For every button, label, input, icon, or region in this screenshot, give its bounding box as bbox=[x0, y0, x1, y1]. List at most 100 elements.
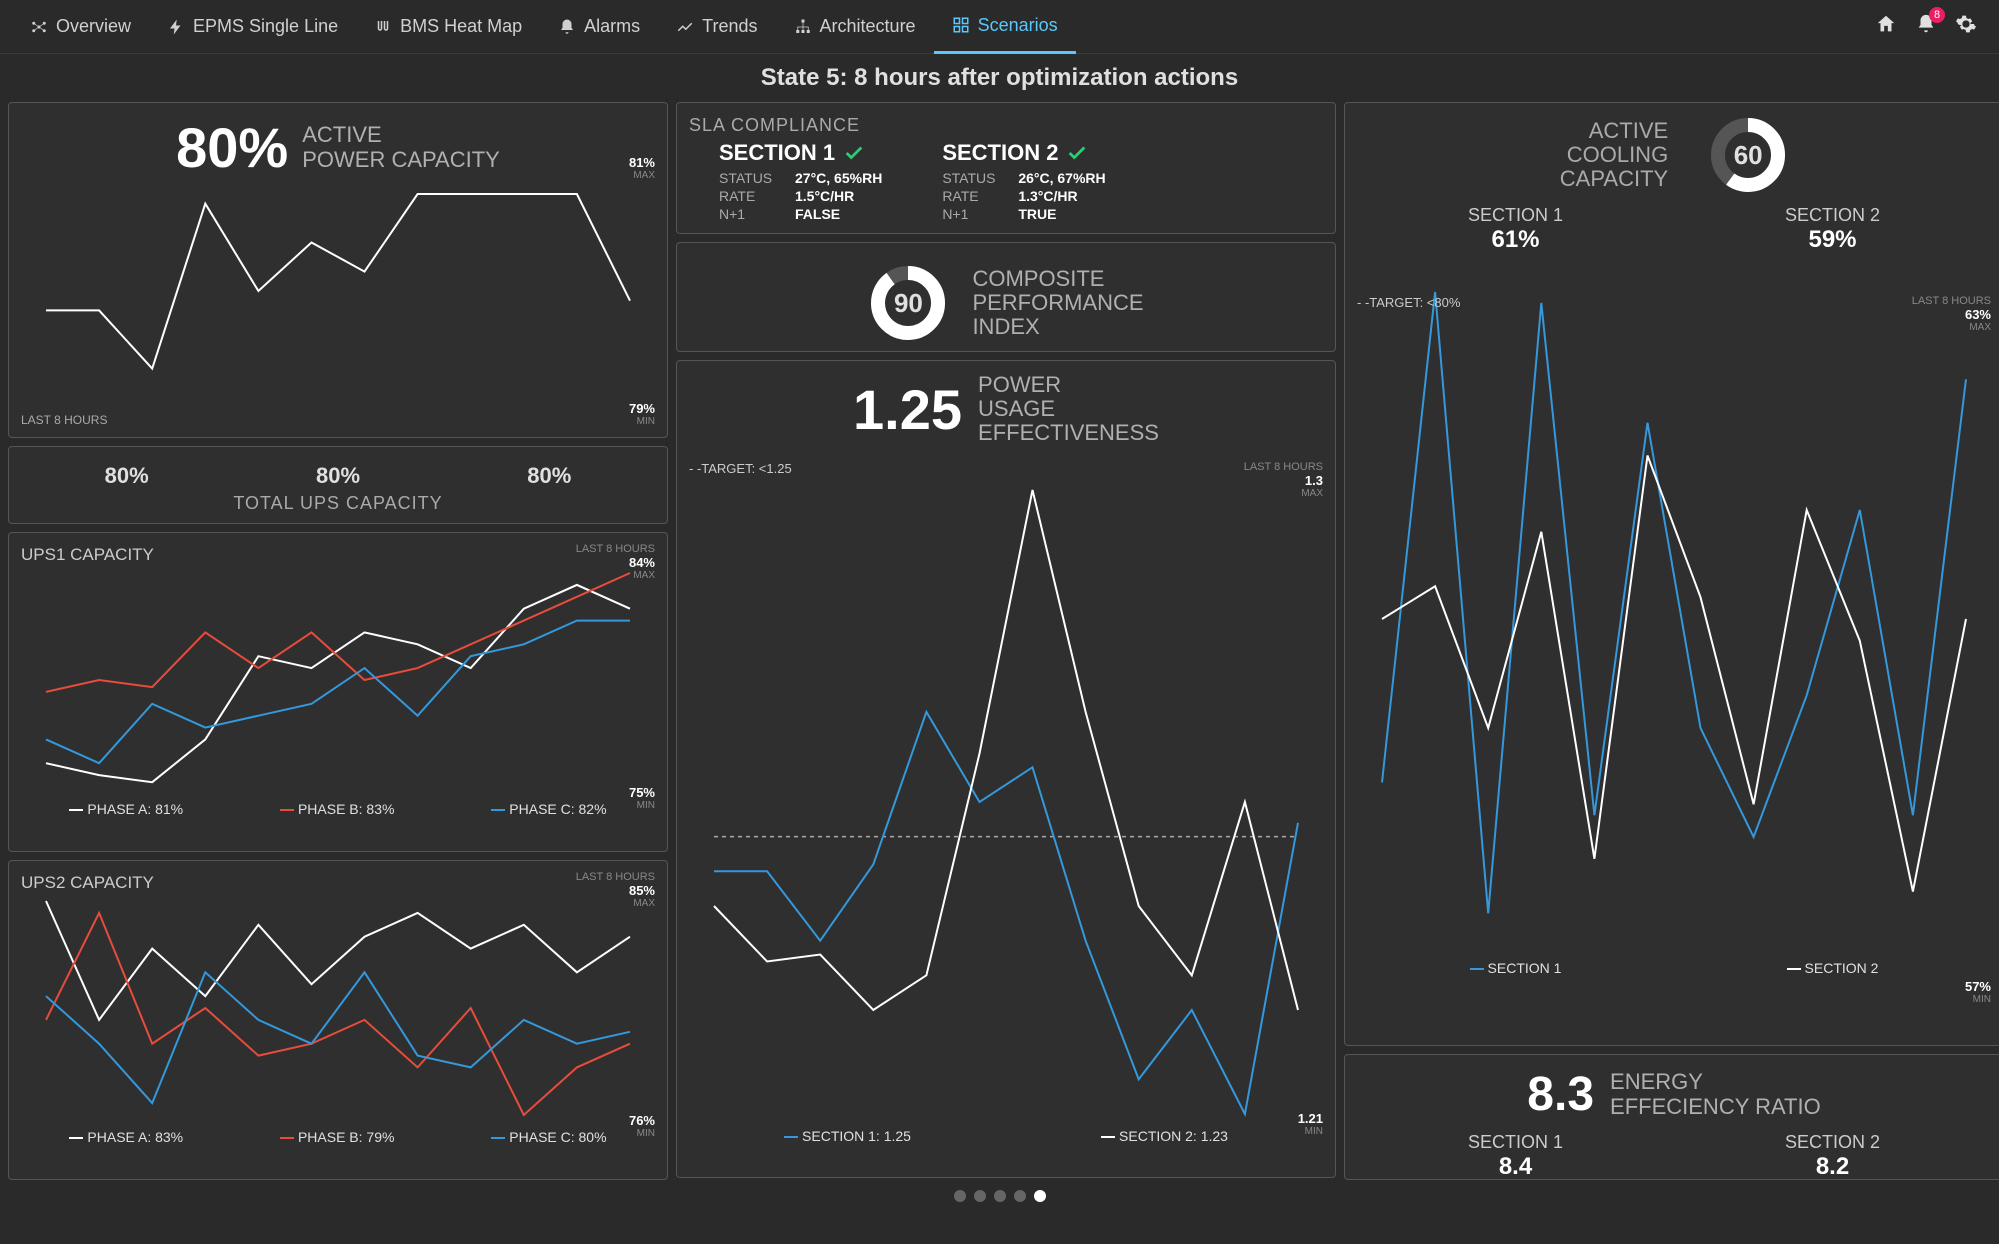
cool-s1-t: SECTION 1 bbox=[1468, 205, 1563, 226]
cpi-l1: COMPOSITE bbox=[972, 267, 1143, 291]
power-max: 81% bbox=[629, 155, 655, 170]
trend-icon bbox=[676, 18, 694, 36]
power-label-2: POWER CAPACITY bbox=[302, 148, 500, 172]
pue-l3: EFFECTIVENESS bbox=[978, 421, 1159, 445]
cpi-value: 90 bbox=[868, 263, 948, 343]
cool-s2-t: SECTION 2 bbox=[1785, 205, 1880, 226]
cool-l1: ACTIVE bbox=[1560, 119, 1668, 143]
sla-title: SLA COMPLIANCE bbox=[689, 115, 1323, 136]
pager-dot[interactable] bbox=[954, 1190, 966, 1202]
pager-dot[interactable] bbox=[974, 1190, 986, 1202]
cooling-ring: 60 bbox=[1708, 115, 1788, 195]
cool-max: 63% bbox=[1912, 307, 1991, 322]
cool-s1-v: 61% bbox=[1468, 226, 1563, 254]
card-sla: SLA COMPLIANCE SECTION 1 STATUS27°C, 65%… bbox=[676, 102, 1336, 234]
ups1-last: LAST 8 HOURS bbox=[576, 543, 655, 555]
home-icon[interactable] bbox=[1875, 13, 1897, 40]
card-pue: 1.25 POWER USAGE EFFECTIVENESS - -TARGET… bbox=[676, 360, 1336, 1178]
cool-last: LAST 8 HOURS bbox=[1912, 295, 1991, 307]
power-label-1: ACTIVE bbox=[302, 123, 500, 147]
ups2-max: 85% bbox=[576, 883, 655, 898]
eer-value: 8.3 bbox=[1527, 1067, 1594, 1122]
power-value: 80% bbox=[176, 115, 288, 180]
cool-min-u: MIN bbox=[1965, 994, 1991, 1005]
pue-leg-s1: SECTION 1: 1.25 bbox=[802, 1128, 911, 1144]
eer-s2-t: SECTION 2 bbox=[1785, 1132, 1880, 1153]
sla-k-n1: N+1 bbox=[719, 206, 789, 222]
sla-sec1-title: SECTION 1 bbox=[719, 140, 835, 166]
ups2-min-u: MIN bbox=[629, 1128, 655, 1139]
power-last: LAST 8 HOURS bbox=[21, 413, 107, 427]
cool-l3: CAPACITY bbox=[1560, 167, 1668, 191]
settings-icon[interactable] bbox=[1955, 13, 1977, 40]
grid-icon bbox=[952, 16, 970, 34]
cooling-chart bbox=[1357, 284, 1991, 954]
nav-label: Overview bbox=[56, 16, 131, 37]
ups1-max: 84% bbox=[576, 555, 655, 570]
nav-trends[interactable]: Trends bbox=[658, 0, 775, 54]
eer-l1: ENERGY bbox=[1610, 1070, 1821, 1094]
cpi-l3: INDEX bbox=[972, 315, 1143, 339]
card-ups2: UPS2 CAPACITY LAST 8 HOURS 85% MAX 76% M… bbox=[8, 860, 668, 1180]
nav-label: Alarms bbox=[584, 16, 640, 37]
pue-max: 1.3 bbox=[1244, 473, 1323, 488]
ups-total-b: 80% bbox=[316, 463, 360, 489]
notification-badge: 8 bbox=[1929, 7, 1945, 23]
nav-overview[interactable]: Overview bbox=[12, 0, 149, 54]
ups2-title: UPS2 CAPACITY bbox=[21, 873, 655, 893]
ups1-leg-c: PHASE C: 82% bbox=[509, 801, 606, 817]
cool-min: 57% bbox=[1965, 979, 1991, 994]
pue-l2: USAGE bbox=[978, 397, 1159, 421]
pager-dot[interactable] bbox=[1014, 1190, 1026, 1202]
nav-bms[interactable]: BMS Heat Map bbox=[356, 0, 540, 54]
power-min: 79% bbox=[629, 401, 655, 416]
ups1-max-u: MAX bbox=[576, 570, 655, 581]
nav-epms[interactable]: EPMS Single Line bbox=[149, 0, 356, 54]
pager-dot[interactable] bbox=[1034, 1190, 1046, 1202]
sla-sec2-title: SECTION 2 bbox=[942, 140, 1058, 166]
pue-min: 1.21 bbox=[1298, 1111, 1323, 1126]
check-icon bbox=[843, 142, 865, 164]
power-min-u: MIN bbox=[629, 416, 655, 427]
nav-architecture[interactable]: Architecture bbox=[776, 0, 934, 54]
pue-chart bbox=[689, 482, 1323, 1122]
sla-s1-status: 27°C, 65%RH bbox=[795, 170, 882, 186]
cpi-l2: PERFORMANCE bbox=[972, 291, 1143, 315]
cool-target: - -TARGET: <80% bbox=[1357, 295, 1460, 310]
pager-dot[interactable] bbox=[994, 1190, 1006, 1202]
sla-s2-status: 26°C, 67%RH bbox=[1018, 170, 1105, 186]
sla-k-rate2: RATE bbox=[942, 188, 1012, 204]
notifications-icon[interactable]: 8 bbox=[1915, 13, 1937, 40]
ups1-title: UPS1 CAPACITY bbox=[21, 545, 655, 565]
sla-k-n12: N+1 bbox=[942, 206, 1012, 222]
power-max-u: MAX bbox=[629, 170, 655, 181]
ups2-max-u: MAX bbox=[576, 898, 655, 909]
power-chart bbox=[21, 186, 655, 396]
card-cooling: ACTIVE COOLING CAPACITY 60 SECTION 161% … bbox=[1344, 102, 1999, 1046]
bell-icon bbox=[558, 18, 576, 36]
ups2-leg-c: PHASE C: 80% bbox=[509, 1129, 606, 1145]
pue-leg-s2: SECTION 2: 1.23 bbox=[1119, 1128, 1228, 1144]
ups-total-label: TOTAL UPS CAPACITY bbox=[21, 493, 655, 514]
nav-alarms[interactable]: Alarms bbox=[540, 0, 658, 54]
pue-l1: POWER bbox=[978, 373, 1159, 397]
nav-label: EPMS Single Line bbox=[193, 16, 338, 37]
eer-s2-v: 8.2 bbox=[1785, 1153, 1880, 1181]
hub-icon bbox=[30, 18, 48, 36]
cool-s2-v: 59% bbox=[1785, 226, 1880, 254]
ups2-last: LAST 8 HOURS bbox=[576, 871, 655, 883]
ups1-min-u: MIN bbox=[629, 800, 655, 811]
sla-s1-n1: FALSE bbox=[795, 206, 882, 222]
cool-l2: COOLING bbox=[1560, 143, 1668, 167]
sla-s2-n1: TRUE bbox=[1018, 206, 1105, 222]
sitemap-icon bbox=[794, 18, 812, 36]
ups2-leg-b: PHASE B: 79% bbox=[298, 1129, 395, 1145]
ups1-min: 75% bbox=[629, 785, 655, 800]
ups1-chart bbox=[21, 565, 655, 795]
nav-label: Scenarios bbox=[978, 15, 1058, 36]
card-eer: 8.3 ENERGY EFFECIENCY RATIO SECTION 18.4… bbox=[1344, 1054, 1999, 1180]
bolt-icon bbox=[167, 18, 185, 36]
nav-scenarios[interactable]: Scenarios bbox=[934, 0, 1076, 54]
nav-label: Architecture bbox=[820, 16, 916, 37]
nav-label: BMS Heat Map bbox=[400, 16, 522, 37]
